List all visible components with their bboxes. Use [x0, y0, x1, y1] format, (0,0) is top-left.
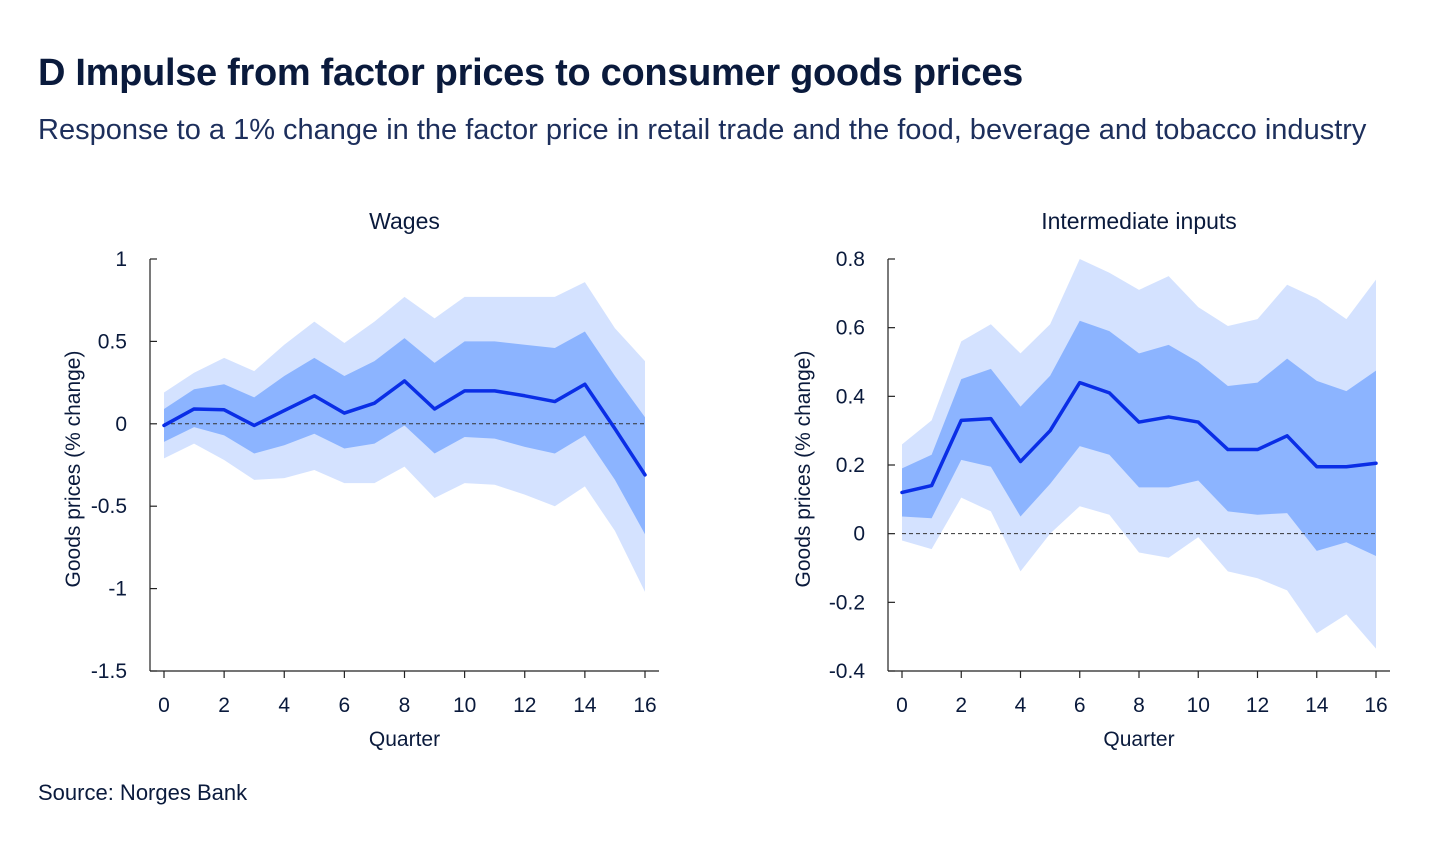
x-tick-label: 6	[1074, 694, 1086, 717]
page-title: D Impulse from factor prices to consumer…	[38, 52, 1023, 94]
x-tick-label: 10	[453, 694, 476, 717]
x-tick-label: 2	[218, 694, 230, 717]
x-tick-label: 8	[1133, 694, 1145, 717]
median-line	[162, 379, 647, 477]
x-tick-label: 0	[158, 694, 170, 717]
x-tick-label: 10	[1187, 694, 1210, 717]
y-tick-label: -0.5	[91, 495, 127, 518]
x-tick-label: 4	[1015, 694, 1027, 717]
inner-confidence-band	[164, 331, 645, 535]
x-tick-label: 12	[513, 694, 536, 717]
chart-title: Intermediate inputs	[1041, 208, 1237, 234]
x-tick-label: 12	[1246, 694, 1269, 717]
y-tick-label: 0.4	[836, 385, 866, 408]
x-tick-label: 16	[633, 694, 656, 717]
y-tick-label: 0.8	[836, 248, 865, 271]
y-tick-label: -0.4	[829, 660, 866, 683]
y-tick-label: 0.2	[836, 454, 865, 477]
median-line	[900, 380, 1378, 495]
x-tick-label: 8	[399, 694, 411, 717]
chart-title: Wages	[369, 208, 440, 234]
y-tick-label: 1	[115, 248, 127, 271]
source-note: Source: Norges Bank	[38, 780, 248, 805]
x-tick-label: 4	[278, 694, 290, 717]
y-tick-label: 0.5	[98, 330, 127, 353]
inner-confidence-band	[902, 320, 1376, 556]
x-tick-label: 14	[1305, 694, 1329, 717]
x-tick-label: 16	[1364, 694, 1387, 717]
x-tick-label: 14	[573, 694, 597, 717]
x-axis-label: Quarter	[369, 728, 440, 751]
x-tick-label: 0	[896, 694, 908, 717]
y-axis-label: Goods prices (% change)	[62, 351, 85, 588]
y-tick-label: -1	[108, 578, 127, 601]
x-axis-label: Quarter	[1103, 728, 1174, 751]
x-tick-label: 2	[955, 694, 967, 717]
y-tick-label: -0.2	[829, 591, 865, 614]
y-tick-label: 0.6	[836, 317, 865, 340]
y-tick-label: -1.5	[91, 660, 127, 683]
y-tick-label: 0	[853, 523, 865, 546]
y-tick-label: 0	[115, 413, 127, 436]
y-axis-label: Goods prices (% change)	[792, 351, 815, 588]
x-tick-label: 6	[339, 694, 351, 717]
page-subtitle: Response to a 1% change in the factor pr…	[38, 114, 1367, 146]
